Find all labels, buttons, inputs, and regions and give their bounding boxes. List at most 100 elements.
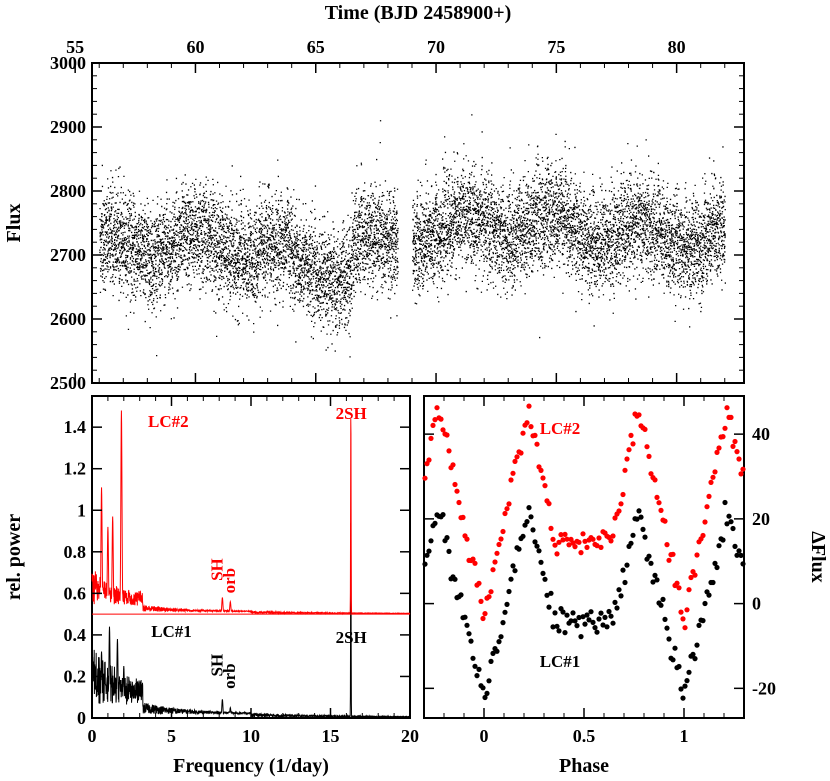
ph-point [520, 533, 526, 539]
ph-point [732, 438, 738, 445]
ph-point [702, 600, 708, 607]
ph-point [642, 534, 648, 540]
phase-annotations: LC#2 LC#1 [540, 419, 581, 671]
ph-point [736, 548, 742, 554]
ph-point [512, 568, 518, 574]
ph-point [646, 453, 652, 459]
ph-point [464, 536, 470, 542]
ph-point [706, 493, 712, 499]
ph-point [588, 609, 594, 615]
ph-point [570, 610, 576, 616]
ph-point [528, 514, 534, 520]
ph-point [710, 579, 716, 586]
ph-point [496, 639, 502, 645]
periodogram-ylabel: rel. power [3, 514, 25, 600]
ph-point [452, 576, 458, 582]
ph-point [564, 612, 570, 618]
ph-point [712, 560, 718, 567]
ph-point [676, 585, 682, 591]
ph-point [458, 592, 464, 598]
ph-point [510, 563, 516, 569]
ph-point [594, 543, 600, 549]
ph-point [740, 561, 746, 567]
lc-ytick-label: 2900 [50, 117, 86, 137]
ph-point [628, 540, 634, 546]
ph-point [546, 604, 552, 610]
ph-ytick-label: -20 [752, 678, 776, 698]
ph-point [726, 513, 732, 519]
ph-point [472, 663, 478, 669]
pg-ytick-label: 1.2 [64, 459, 87, 479]
ph-point [638, 514, 644, 520]
ph-point [560, 537, 566, 543]
ph-point [598, 610, 604, 616]
ph-point [450, 462, 456, 468]
ph-point [530, 527, 536, 533]
ph-series-lc1 [422, 499, 746, 701]
ph-point [728, 519, 734, 525]
ph-point [672, 645, 678, 651]
lightcurve-ylabel: Flux [3, 204, 25, 243]
ph-point [636, 412, 642, 418]
phase-points [422, 403, 746, 701]
ph-point [538, 559, 544, 565]
ph-point [572, 544, 578, 550]
ph-point [652, 572, 658, 579]
pg-ytick-label: 0.2 [64, 666, 87, 686]
ph-point [566, 542, 572, 548]
ph-point [428, 435, 434, 441]
ph-point [562, 630, 568, 636]
ph-point [554, 551, 560, 557]
lc-data-points [99, 114, 726, 358]
ph-point [636, 508, 642, 514]
ph-point [582, 621, 588, 627]
pg-annotation: SH [207, 558, 226, 581]
ph-point [494, 648, 500, 654]
ph-point [452, 481, 458, 488]
lc-xtick-label: 65 [307, 37, 325, 57]
pg-annotation: LC#2 [148, 412, 189, 431]
ph-point [496, 541, 502, 548]
ph-point [704, 504, 710, 510]
ph-point [616, 508, 622, 514]
ph-point [454, 488, 460, 494]
ph-point [654, 494, 660, 500]
ph-point [680, 695, 686, 701]
ph-point [654, 577, 660, 583]
ph-point [612, 515, 618, 521]
ph-point [520, 430, 526, 436]
ph-point [620, 567, 626, 573]
lc-ytick-label: 2500 [50, 373, 86, 393]
ph-point [582, 538, 588, 544]
ph-point [502, 510, 508, 517]
ph-point [614, 605, 620, 611]
lightcurve-axes: 55 60 65 70 75 80 2500 2600 2700 2800 2900 3000 [50, 37, 744, 393]
ph-point [590, 536, 596, 542]
pg-annotation: orb [220, 568, 239, 594]
ph-point [426, 457, 432, 463]
ph-point [712, 469, 718, 475]
ph-point [678, 609, 684, 615]
ph-point [536, 548, 542, 554]
ph-point [650, 579, 656, 585]
lightcurve-xlabel: Time (BJD 2458900+) [325, 2, 512, 24]
ph-point [498, 634, 504, 640]
ph-point [562, 531, 568, 538]
ph-point [538, 467, 544, 473]
ph-point [476, 666, 482, 673]
ph-point [624, 562, 630, 568]
ph-point [606, 608, 612, 615]
pg-xtick-label: 10 [242, 726, 260, 746]
ph-point [624, 456, 630, 462]
lightcurve-frame [91, 62, 745, 384]
ph-point [540, 570, 546, 577]
periodogram-lines [91, 410, 411, 719]
ph-point [622, 467, 628, 473]
ph-point [468, 638, 474, 644]
ph-point [710, 474, 716, 480]
ph-point [508, 477, 514, 483]
ph-point [540, 475, 546, 481]
ph-point [486, 594, 492, 600]
ph-point [686, 587, 692, 593]
pg-xtick-label: 20 [401, 726, 419, 746]
